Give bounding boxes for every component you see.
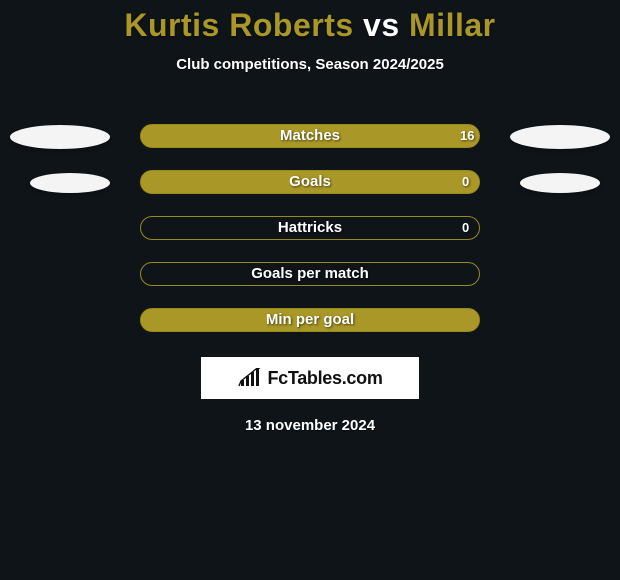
stat-row: Min per goal <box>0 297 620 343</box>
date-label: 13 november 2024 <box>0 417 620 434</box>
stat-row: Goals0 <box>0 159 620 205</box>
subtitle: Club competitions, Season 2024/2025 <box>0 56 620 73</box>
page-title: Kurtis Roberts vs Millar <box>0 6 620 44</box>
player-marker-left <box>10 125 110 149</box>
stat-row: Goals per match <box>0 251 620 297</box>
player-marker-right <box>520 173 600 193</box>
stat-bar <box>140 216 480 240</box>
stat-bar <box>140 308 480 332</box>
title-vs: vs <box>363 7 400 43</box>
stat-bar <box>140 262 480 286</box>
stat-bar <box>140 124 480 148</box>
player-marker-right <box>510 125 610 149</box>
stat-rows: Matches16Goals0Hattricks0Goals per match… <box>0 113 620 343</box>
player-marker-left <box>30 173 110 193</box>
stat-row: Hattricks0 <box>0 205 620 251</box>
chart-icon <box>237 368 263 388</box>
title-player2: Millar <box>409 7 496 43</box>
stat-bar <box>140 170 480 194</box>
logo-text: FcTables.com <box>267 368 382 389</box>
title-player1: Kurtis Roberts <box>124 7 353 43</box>
stat-row: Matches16 <box>0 113 620 159</box>
comparison-infographic: Kurtis Roberts vs Millar Club competitio… <box>0 0 620 580</box>
logo-badge: FcTables.com <box>201 357 419 399</box>
